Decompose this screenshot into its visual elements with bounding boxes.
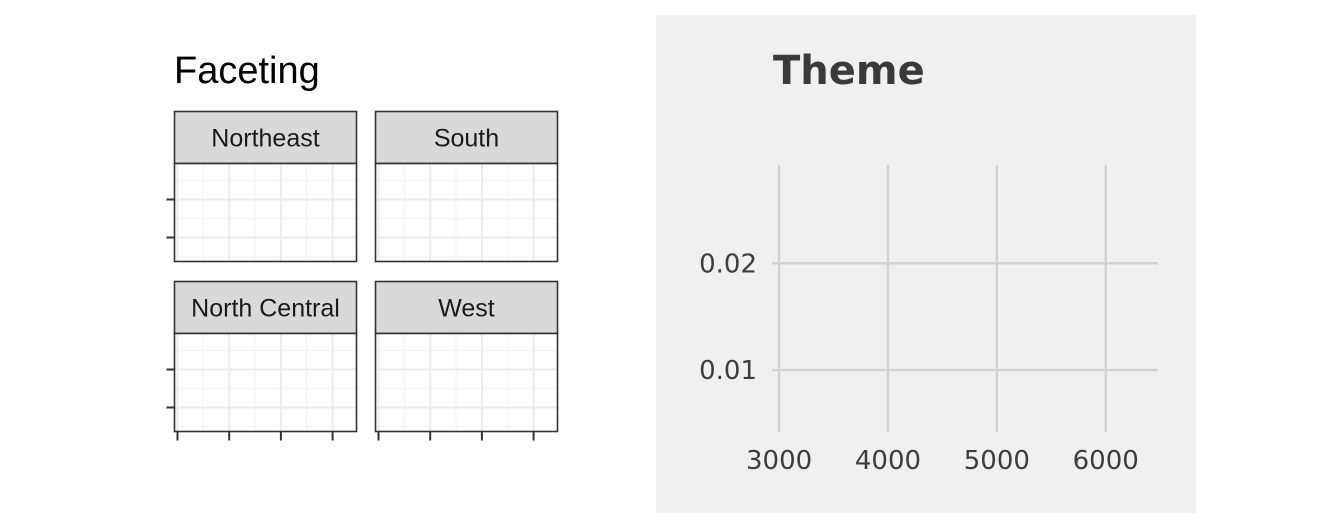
theme-y-tick-label: 0.02: [699, 249, 757, 279]
facet-panel-border: [173, 332, 358, 433]
facet-northeast: Northeast: [166, 110, 358, 263]
theme-chart: Theme 3000 4000 5000 6000 0.01 0.02: [656, 15, 1196, 513]
theme-x-tick-label: 3000: [746, 446, 812, 476]
theme-x-tick-label: 5000: [964, 446, 1030, 476]
facet-strip-north-central: [173, 280, 358, 335]
theme-x-tick-label: 6000: [1073, 446, 1139, 476]
facet-panels: Northeast South North Central West: [166, 110, 559, 441]
facet-panel-northeast: [174, 163, 357, 262]
facet-panel-border: [374, 332, 559, 433]
theme-y-tick-label: 0.01: [699, 356, 757, 386]
facet-strip-label-south: South: [434, 125, 499, 153]
facet-strip-label-west: West: [438, 295, 495, 323]
facet-strip-west: [374, 280, 559, 335]
facet-south: South: [374, 110, 559, 263]
facet-strip-south: [374, 110, 559, 165]
theme-x-tick-label: 4000: [855, 446, 921, 476]
facet-strip-label-northeast: Northeast: [211, 125, 319, 153]
faceting-chart: Faceting Northeast South North Central West: [166, 50, 559, 441]
faceting-title: Faceting: [174, 50, 320, 92]
facet-panel-west: [375, 333, 558, 432]
facet-panel-border: [173, 162, 358, 263]
facet-strip-label-north-central: North Central: [191, 295, 340, 323]
facet-panel-north-central: [174, 333, 357, 432]
theme-grid: [772, 165, 1158, 432]
theme-title: Theme: [773, 48, 925, 94]
facet-north-central: North Central: [166, 280, 358, 441]
facet-panel-border: [374, 162, 559, 263]
facet-west: West: [374, 280, 559, 441]
theme-tick-labels: 3000 4000 5000 6000 0.01 0.02: [699, 249, 1139, 476]
facet-strip-northeast: [173, 110, 358, 165]
facet-panel-south: [375, 163, 558, 262]
